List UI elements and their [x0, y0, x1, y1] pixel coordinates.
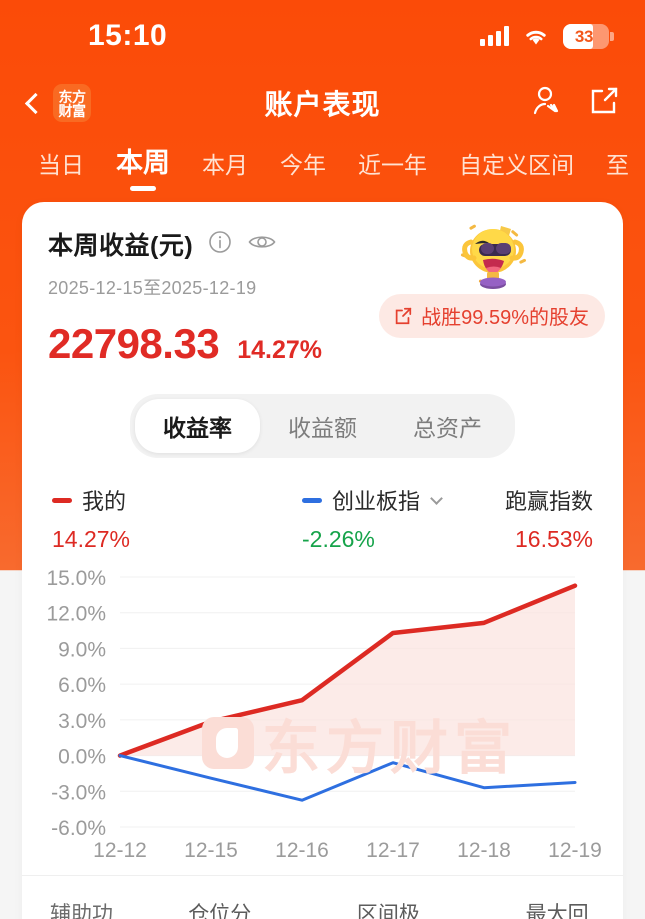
- aux-functions-label: 辅助功能: [50, 903, 113, 919]
- svg-text:12-18: 12-18: [457, 839, 511, 862]
- profit-row: 22798.33 14.27%: [48, 320, 597, 368]
- svg-text:6.0%: 6.0%: [58, 674, 106, 697]
- segment-return-rate[interactable]: 收益率: [135, 399, 260, 453]
- date-range: 2025-12-15至2025-12-19: [48, 278, 257, 298]
- status-time: 15:10: [88, 19, 168, 52]
- legend-value-mine: 14.27%: [52, 526, 131, 552]
- nav-actions: [529, 84, 621, 123]
- period-tabs: 当日 本周 本月 今年 近一年 自定义区间 至: [0, 134, 645, 194]
- svg-text:3.0%: 3.0%: [58, 710, 106, 733]
- legend-name-index: 创业板指: [332, 489, 421, 514]
- divider: [22, 875, 623, 876]
- tab-label: 本月: [202, 152, 248, 178]
- chart-svg: 15.0%12.0%9.0%6.0%3.0%0.0%-3.0%-6.0%12-1…: [46, 569, 602, 862]
- svg-text:12-17: 12-17: [366, 839, 420, 862]
- status-bar: 15:10 33: [0, 0, 645, 72]
- segment-total-assets[interactable]: 总资产: [385, 399, 510, 453]
- legend-name-mine: 我的: [82, 489, 127, 514]
- battery-icon: 33: [563, 23, 614, 49]
- tab-last-year[interactable]: 近一年: [342, 146, 443, 194]
- tab-label: 当日: [38, 152, 84, 178]
- svg-text:-6.0%: -6.0%: [51, 817, 106, 840]
- legend-name-outperform-row: 跑赢指数: [505, 484, 593, 516]
- brand-logo-line2: 财富: [58, 102, 87, 119]
- segment-label: 总资产: [413, 415, 482, 441]
- segment-label: 收益额: [288, 415, 357, 441]
- tab-today[interactable]: 当日: [22, 146, 100, 194]
- legend-value-index: -2.26%: [302, 526, 375, 552]
- tab-active-underline: [130, 186, 156, 191]
- cellular-signal-icon: [480, 26, 509, 46]
- segment-return-amount[interactable]: 收益额: [260, 399, 385, 453]
- svg-text:12.0%: 12.0%: [46, 603, 106, 626]
- metric-segmented-control: 收益率 收益额 总资产: [22, 394, 623, 458]
- svg-text:12-16: 12-16: [275, 839, 329, 862]
- legend-mine: 我的 14.27%: [52, 484, 302, 553]
- brand-logo[interactable]: 东方 财富: [53, 84, 91, 122]
- segment-label: 收益率: [163, 415, 232, 441]
- aux-option-label: 最大回撤: [525, 903, 589, 919]
- svg-text:12-12: 12-12: [93, 839, 147, 862]
- tab-label: 本周: [116, 148, 170, 178]
- tab-custom-range[interactable]: 自定义区间: [443, 146, 590, 194]
- achievement-block: 战胜99.59%的股友: [379, 220, 605, 338]
- svg-text:12-15: 12-15: [184, 839, 238, 862]
- svg-text:9.0%: 9.0%: [58, 638, 106, 661]
- performance-card: 本周收益(元) 2025-12-15至2025-12-19 22798.33 1…: [22, 202, 623, 919]
- tab-label: 今年: [280, 152, 326, 178]
- svg-text:15.0%: 15.0%: [46, 569, 106, 590]
- svg-text:0.0%: 0.0%: [58, 746, 106, 769]
- aux-option-range-extremes[interactable]: 区间极值: [332, 898, 427, 919]
- tab-label: 近一年: [358, 152, 427, 178]
- legend-outperform: 跑赢指数 16.53%: [505, 484, 593, 553]
- legend-name-outperform: 跑赢指数: [504, 489, 593, 514]
- nav-bar: 东方 财富 账户表现: [0, 72, 645, 134]
- aux-functions-row: 辅助功能 仓位分析 区间极值 最大回撤: [22, 876, 623, 919]
- share-external-icon[interactable]: [587, 84, 621, 123]
- aux-option-position-analysis[interactable]: 仓位分析: [163, 898, 258, 919]
- profit-amount: 22798.33: [48, 320, 220, 367]
- tab-overflow[interactable]: 至: [590, 146, 645, 194]
- card-header: 本周收益(元) 2025-12-15至2025-12-19 22798.33 1…: [22, 224, 623, 368]
- chevron-left-icon: [24, 92, 47, 114]
- status-indicators: 33: [480, 23, 614, 49]
- aux-option-label: 仓位分析: [188, 903, 252, 919]
- chevron-down-icon[interactable]: [430, 491, 443, 505]
- beat-peers-badge[interactable]: 战胜99.59%的股友: [379, 294, 605, 338]
- card-title-row: 本周收益(元): [48, 226, 597, 262]
- tab-this-week[interactable]: 本周: [100, 141, 186, 194]
- back-button[interactable]: 东方 财富: [24, 84, 91, 122]
- tab-label: 至: [606, 152, 629, 178]
- info-circle-icon[interactable]: [207, 229, 233, 260]
- aux-option-label: 区间极值: [356, 903, 420, 919]
- tab-this-year[interactable]: 今年: [264, 146, 342, 194]
- legend-swatch-mine: [52, 497, 72, 503]
- svg-text:-3.0%: -3.0%: [51, 781, 106, 804]
- person-icon[interactable]: [529, 84, 563, 123]
- trophy-emoji-icon: [449, 220, 535, 300]
- chart-legend: 我的 14.27% 创业板指 -2.26% 跑赢指数 16.53%: [22, 484, 623, 553]
- battery-level: 33: [574, 26, 594, 46]
- share-box-icon: [395, 307, 412, 324]
- eye-icon[interactable]: [247, 229, 277, 260]
- tab-this-month[interactable]: 本月: [186, 146, 264, 194]
- svg-text:12-19: 12-19: [548, 839, 602, 862]
- legend-value-outperform: 16.53%: [514, 526, 593, 552]
- profit-percent: 14.27%: [237, 336, 322, 364]
- beat-peers-text: 战胜99.59%的股友: [421, 307, 589, 329]
- wifi-icon: [523, 26, 549, 46]
- card-title: 本周收益(元): [48, 232, 194, 260]
- legend-swatch-index: [302, 497, 322, 503]
- legend-index[interactable]: 创业板指 -2.26%: [302, 484, 505, 553]
- aux-option-max-drawdown[interactable]: 最大回撤: [500, 898, 595, 919]
- brand-logo-line1: 东方: [58, 88, 87, 105]
- performance-chart[interactable]: 东方财富 15.0% 12.0% 9.0% 6.0% 3.0% 0.0% -3.0% -6.0…: [22, 569, 623, 869]
- tab-label: 自定义区间: [459, 152, 574, 178]
